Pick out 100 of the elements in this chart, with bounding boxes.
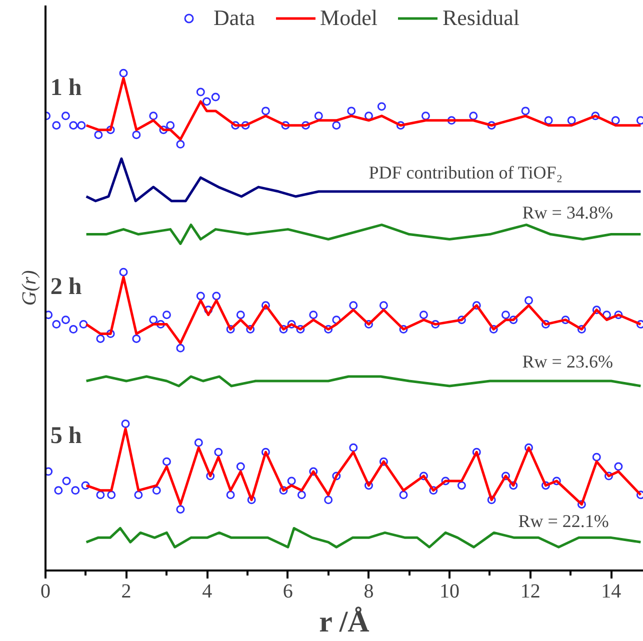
point [106,126,115,134]
point [364,320,373,329]
point [81,481,90,490]
point [431,320,440,329]
point [396,121,405,130]
point [364,481,373,490]
point [96,334,105,343]
point [301,121,310,130]
annotation: 2 h [50,274,82,300]
point [501,310,510,320]
point [134,490,143,500]
point [159,126,168,134]
point [614,310,623,320]
point [261,301,270,310]
point [296,325,305,334]
point [241,121,250,130]
point [429,486,438,495]
point [457,316,466,324]
point [77,121,86,130]
point [561,316,570,324]
point [349,301,358,310]
x-tick-label: 4 [202,580,212,602]
point [176,505,185,514]
annotation: PDF contribution of TiOF₂ [368,162,563,183]
point [347,106,356,116]
point [132,334,141,343]
point [379,301,388,310]
point [196,88,205,96]
point [472,448,481,456]
point [324,325,333,334]
point [61,316,70,324]
point [61,112,70,120]
annotation: Rw = 22.1% [518,510,609,531]
annotation: 5 h [50,423,82,450]
point [457,481,466,490]
annotation: Rw = 34.8% [522,202,613,222]
point [509,316,518,324]
point [364,112,373,120]
point [156,320,165,329]
point [162,457,171,466]
point [592,306,601,314]
point [524,443,533,452]
point [379,457,388,466]
x-tick-label: 10 [440,580,460,602]
point [591,112,600,120]
point [521,106,530,116]
point [149,316,158,324]
point [226,325,235,334]
point [94,130,103,140]
point [377,102,386,111]
point [236,462,245,471]
annotation: Rw = 23.6% [522,352,613,372]
point [69,121,78,130]
point [349,443,358,452]
point [487,496,496,504]
point [176,140,185,149]
point [489,325,498,334]
point [287,320,296,329]
point [246,325,255,334]
point [152,486,161,495]
point [107,490,116,500]
point [279,486,288,495]
point [419,310,428,320]
point [614,462,623,471]
legend-label: Data [214,5,256,31]
point [577,325,586,334]
point [119,268,128,276]
point [501,472,510,480]
y-axis-title: G(r) [18,270,40,306]
point [236,310,245,320]
point [106,330,115,338]
point [54,486,63,495]
point [419,472,428,480]
point [79,320,88,329]
point [604,472,613,480]
point [297,490,306,500]
point [211,92,220,102]
point [149,112,158,120]
point [279,325,288,334]
point [119,68,128,78]
point [552,476,561,486]
point [96,490,105,500]
point [247,496,256,504]
point [567,116,576,125]
point [52,121,61,130]
point [194,438,203,447]
point [46,310,53,320]
point [332,316,341,324]
point [399,490,408,500]
point [121,420,130,428]
point [196,292,205,300]
legend-label: Model [320,5,378,31]
point [46,467,53,476]
point [524,296,533,305]
point [472,301,481,310]
point [324,496,333,504]
point [469,112,478,120]
point [52,320,61,329]
x-axis-title: r /Å [319,606,370,638]
point [441,476,450,486]
